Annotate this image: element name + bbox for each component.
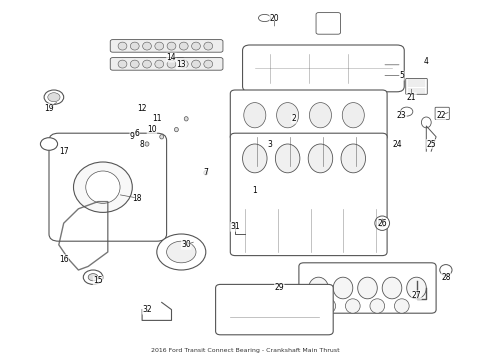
Text: 2: 2 — [292, 114, 296, 123]
Ellipse shape — [88, 274, 98, 281]
Ellipse shape — [375, 216, 390, 230]
Text: 13: 13 — [176, 60, 186, 69]
FancyBboxPatch shape — [435, 107, 449, 120]
Text: 10: 10 — [147, 125, 157, 134]
Ellipse shape — [174, 127, 178, 132]
Ellipse shape — [204, 42, 213, 50]
Text: 11: 11 — [152, 114, 162, 123]
Ellipse shape — [157, 234, 206, 270]
Ellipse shape — [259, 14, 270, 22]
Ellipse shape — [135, 131, 139, 135]
Ellipse shape — [382, 277, 402, 299]
Ellipse shape — [440, 265, 452, 275]
Text: 23: 23 — [397, 111, 407, 120]
Ellipse shape — [155, 42, 164, 50]
Ellipse shape — [167, 241, 196, 263]
FancyBboxPatch shape — [316, 13, 341, 34]
Text: 21: 21 — [407, 93, 416, 102]
Text: 18: 18 — [132, 194, 142, 202]
Ellipse shape — [74, 162, 132, 212]
FancyBboxPatch shape — [110, 58, 223, 70]
Ellipse shape — [192, 60, 200, 68]
Text: 28: 28 — [441, 273, 451, 282]
Ellipse shape — [394, 299, 409, 313]
Ellipse shape — [244, 103, 266, 128]
FancyBboxPatch shape — [216, 284, 333, 335]
Ellipse shape — [145, 142, 149, 146]
FancyBboxPatch shape — [243, 45, 404, 92]
Text: 4: 4 — [424, 57, 429, 66]
Ellipse shape — [143, 42, 151, 50]
Ellipse shape — [179, 42, 188, 50]
Ellipse shape — [130, 42, 139, 50]
Ellipse shape — [192, 42, 200, 50]
Text: 8: 8 — [140, 140, 145, 149]
Ellipse shape — [44, 90, 64, 104]
Ellipse shape — [421, 117, 431, 128]
FancyBboxPatch shape — [230, 133, 387, 256]
Text: 2016 Ford Transit Connect Bearing - Crankshaft Main Thrust: 2016 Ford Transit Connect Bearing - Cran… — [151, 348, 339, 353]
Ellipse shape — [160, 135, 164, 139]
Ellipse shape — [118, 42, 127, 50]
Ellipse shape — [118, 60, 127, 68]
Ellipse shape — [345, 299, 360, 313]
Text: 24: 24 — [392, 140, 402, 149]
Text: 19: 19 — [44, 104, 54, 113]
Text: 12: 12 — [137, 104, 147, 113]
Text: 25: 25 — [426, 140, 436, 149]
Ellipse shape — [309, 277, 328, 299]
Ellipse shape — [407, 277, 426, 299]
Ellipse shape — [86, 171, 120, 203]
Ellipse shape — [179, 60, 188, 68]
Text: 15: 15 — [93, 276, 103, 285]
Ellipse shape — [275, 144, 300, 173]
Text: 17: 17 — [59, 147, 69, 156]
Text: 1: 1 — [252, 186, 257, 195]
Ellipse shape — [204, 60, 213, 68]
Ellipse shape — [167, 60, 176, 68]
Text: 31: 31 — [230, 222, 240, 231]
FancyBboxPatch shape — [49, 133, 167, 241]
Ellipse shape — [308, 144, 333, 173]
Ellipse shape — [184, 117, 188, 121]
Ellipse shape — [130, 60, 139, 68]
FancyBboxPatch shape — [299, 263, 436, 313]
Ellipse shape — [155, 60, 164, 68]
Ellipse shape — [358, 277, 377, 299]
Ellipse shape — [321, 299, 336, 313]
Ellipse shape — [343, 103, 365, 128]
Text: 26: 26 — [377, 219, 387, 228]
FancyBboxPatch shape — [110, 40, 223, 52]
Text: 5: 5 — [399, 71, 404, 80]
FancyBboxPatch shape — [406, 78, 427, 94]
Ellipse shape — [401, 107, 413, 116]
Ellipse shape — [40, 138, 58, 150]
Ellipse shape — [341, 144, 366, 173]
Text: 32: 32 — [142, 305, 152, 314]
Text: 6: 6 — [135, 129, 140, 138]
Text: 3: 3 — [267, 140, 272, 149]
Text: 22: 22 — [436, 111, 446, 120]
Text: 20: 20 — [270, 14, 279, 23]
Ellipse shape — [167, 42, 176, 50]
Ellipse shape — [276, 103, 298, 128]
Text: 16: 16 — [59, 255, 69, 264]
FancyBboxPatch shape — [230, 90, 387, 140]
Ellipse shape — [143, 60, 151, 68]
Ellipse shape — [333, 277, 353, 299]
Text: 27: 27 — [412, 291, 421, 300]
Text: 14: 14 — [167, 53, 176, 62]
Ellipse shape — [204, 171, 208, 175]
Text: 29: 29 — [274, 284, 284, 292]
Ellipse shape — [378, 220, 386, 227]
Ellipse shape — [243, 144, 267, 173]
Text: 30: 30 — [181, 240, 191, 249]
Ellipse shape — [83, 270, 103, 284]
Ellipse shape — [48, 93, 60, 102]
Text: 9: 9 — [130, 132, 135, 141]
Ellipse shape — [310, 103, 331, 128]
Ellipse shape — [370, 299, 385, 313]
Text: 7: 7 — [203, 168, 208, 177]
